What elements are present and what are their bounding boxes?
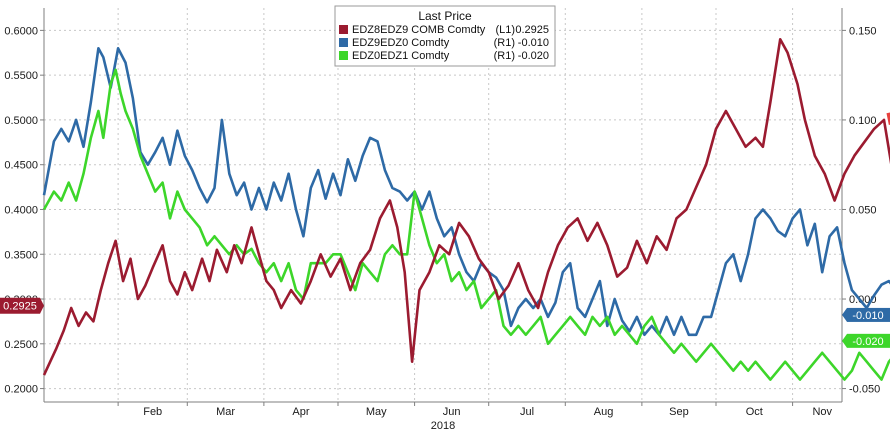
x-tick-label-oct: Oct [746, 406, 763, 418]
tag-layer: 0.2925 -0.010 -0.020 [0, 297, 890, 348]
legend-series-name-2: EDZ0EDZ1 Comdty [352, 50, 450, 62]
right-tick-label: 0.050 [849, 204, 877, 216]
series-line-2 [42, 68, 890, 381]
right-last-value-tag-0 [847, 307, 890, 322]
left-tick-label: 0.4000 [4, 204, 38, 216]
legend-swatch-1 [339, 38, 348, 47]
legend-series-value-2: -0.020 [518, 50, 549, 62]
legend-series-name-0: EDZ8EDZ9 COMB Comdty [352, 24, 486, 36]
x-tick-label-jun: Jun [443, 406, 461, 418]
legend-box [334, 5, 556, 67]
legend-series-name-1: EDZ9EDZ0 Comdty [352, 37, 450, 49]
series-line-0 [42, 38, 890, 376]
x-tick-label-mar: Mar [216, 406, 235, 418]
left-tick-label: 0.5000 [4, 115, 38, 127]
left-tick-label: 0.5500 [4, 70, 38, 82]
axis-layer: 0.60000.55000.50000.45000.40000.35000.30… [4, 8, 880, 432]
right-tick-label: 0.100 [849, 115, 877, 127]
right-last-value-tag-1 [847, 333, 890, 348]
x-tick-label-feb: Feb [143, 406, 162, 418]
left-tick-label: 0.6000 [4, 25, 38, 37]
legend-series-value-0: 0.2925 [515, 24, 549, 36]
left-last-value-tag-pointer [40, 297, 44, 314]
x-tick-label-may: May [366, 406, 387, 418]
right-last-value-text-0: -0.010 [852, 310, 883, 322]
legend-swatch-2 [339, 51, 348, 60]
left-last-value-tag [0, 297, 40, 314]
legend-series-axis-0: (L1) [495, 24, 515, 36]
right-tick-label: 0.150 [849, 25, 877, 37]
x-tick-label-sep: Sep [669, 406, 689, 418]
right-last-value-tag-pointer-0 [842, 307, 847, 322]
legend-series-axis-1: (R1) [494, 37, 515, 49]
x-tick-label-jul: Jul [520, 406, 534, 418]
legend-title: Last Price [418, 9, 472, 23]
x-tick-label-aug: Aug [594, 406, 614, 418]
left-last-value-text: 0.2925 [3, 301, 37, 313]
left-tick-label: 0.2000 [4, 384, 38, 396]
legend-swatch-0 [339, 25, 348, 34]
left-tick-label: 0.3500 [4, 249, 38, 261]
right-tick-label: -0.050 [849, 384, 880, 396]
right-last-value-tag-pointer-1 [842, 333, 847, 348]
x-tick-label-apr: Apr [292, 406, 309, 418]
left-tick-label: 0.2500 [4, 339, 38, 351]
legend-series-value-1: -0.010 [518, 37, 549, 49]
legend-series-axis-2: (R1) [494, 50, 515, 62]
series-layer [42, 38, 890, 381]
left-tick-label: 0.4500 [4, 160, 38, 172]
grid-layer [44, 8, 842, 402]
x-year-label: 2018 [431, 420, 455, 432]
x-tick-label-nov: Nov [812, 406, 832, 418]
right-last-value-text-1: -0.020 [852, 336, 883, 348]
